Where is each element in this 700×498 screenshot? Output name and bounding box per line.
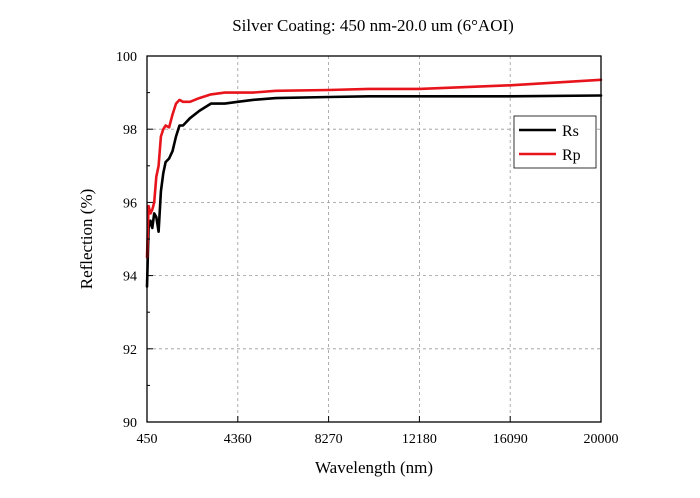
x-axis: 450 4360 8270 12180 16090 20000 <box>137 416 619 447</box>
y-tick-label: 90 <box>123 416 137 431</box>
legend-box <box>513 115 597 169</box>
y-tick-label: 94 <box>123 270 137 285</box>
y-tick-label: 96 <box>123 196 137 211</box>
legend: Rs Rp <box>513 115 597 169</box>
y-tick-label: 92 <box>123 343 137 358</box>
series-layer <box>145 78 603 288</box>
plot-frame <box>146 55 602 423</box>
x-tick-label: 20000 <box>584 432 619 447</box>
x-tick-label: 12180 <box>402 432 437 447</box>
chart-title: Silver Coating: 450 nm-20.0 um (6°AOI) <box>232 16 514 35</box>
series-line-rp <box>145 78 603 259</box>
y-tick-label: 100 <box>116 50 137 65</box>
x-tick-label: 8270 <box>315 432 343 447</box>
x-tick-label: 4360 <box>224 432 252 447</box>
y-axis-title: Reflection (%) <box>77 189 96 290</box>
x-tick-label: 16090 <box>493 432 528 447</box>
x-axis-title: Wavelength (nm) <box>315 458 433 477</box>
legend-label-rs: Rs <box>562 123 579 140</box>
x-tick-label: 450 <box>137 432 158 447</box>
y-tick-label: 98 <box>123 123 137 138</box>
legend-label-rp: Rp <box>562 147 581 164</box>
series-line-rs <box>145 94 603 288</box>
y-axis: 90 92 94 96 98 100 <box>116 50 153 431</box>
grid <box>147 56 601 422</box>
